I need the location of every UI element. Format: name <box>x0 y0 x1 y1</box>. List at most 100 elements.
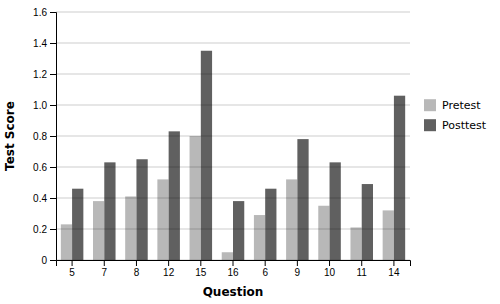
y-tick: 0.4 <box>33 193 56 204</box>
x-tick: 7 <box>101 260 107 278</box>
y-tick-mark <box>50 105 56 106</box>
x-tick: 11 <box>357 260 368 278</box>
bar <box>169 131 180 260</box>
x-tick: 5 <box>69 260 75 278</box>
x-tick-mark <box>168 260 169 266</box>
y-tick-mark <box>50 229 56 230</box>
bar <box>383 210 394 260</box>
x-tick: 12 <box>163 260 175 278</box>
x-tick-label: 16 <box>227 267 239 278</box>
x-tick: 16 <box>227 260 239 278</box>
x-tick: 10 <box>324 260 336 278</box>
bar <box>222 252 233 260</box>
y-tick-label: 0.8 <box>33 131 47 142</box>
bar <box>350 227 361 260</box>
grid-line <box>56 105 410 106</box>
y-tick-label: 1.2 <box>33 69 47 80</box>
legend: Pretest Posttest <box>424 99 487 132</box>
y-tick: 1.4 <box>33 38 56 49</box>
y-tick-mark <box>50 43 56 44</box>
bar <box>93 201 104 260</box>
x-tick-mark <box>233 260 234 266</box>
y-tick: 1.0 <box>33 100 56 111</box>
grid <box>56 12 410 260</box>
bar <box>233 201 244 260</box>
x-tick-mark <box>265 260 266 266</box>
x-tick: 15 <box>195 260 207 278</box>
y-tick-label: 0 <box>41 255 47 266</box>
x-tick-label: 6 <box>262 267 268 278</box>
x-tick-label: 7 <box>101 267 107 278</box>
x-tick: 14 <box>388 260 400 278</box>
x-tick-mark <box>72 260 73 266</box>
legend-swatch <box>424 119 436 131</box>
y-tick: 0.6 <box>33 162 56 173</box>
legend-item: Posttest <box>424 119 487 132</box>
plot: 0 0.2 0.4 0.6 0.8 1.0 1.2 1.4 1.6 5 7 8 12 15 16 6 9 10 11… <box>3 7 411 299</box>
y-tick-mark <box>50 167 56 168</box>
bar <box>362 184 373 260</box>
bar <box>125 196 136 260</box>
x-tick-mark <box>297 260 298 266</box>
bar <box>265 189 276 260</box>
bar <box>286 179 297 260</box>
bar <box>394 96 405 260</box>
x-tick: 6 <box>262 260 268 278</box>
bar <box>318 206 329 260</box>
x-tick-label: 5 <box>69 267 75 278</box>
legend-label: Posttest <box>442 119 487 132</box>
x-tick: 8 <box>134 260 140 278</box>
x-tick-label: 12 <box>163 267 175 278</box>
x-axis-line <box>57 261 411 267</box>
x-tick-mark <box>393 260 394 266</box>
y-tick-mark <box>50 198 56 199</box>
bar <box>136 159 147 260</box>
y-tick: 1.2 <box>33 69 56 80</box>
y-tick-label: 0.6 <box>33 162 47 173</box>
grid-line <box>56 12 410 13</box>
x-axis: 5 7 8 12 15 16 6 9 10 11 14 <box>57 260 411 278</box>
y-tick-mark <box>50 260 56 261</box>
y-tick: 0.8 <box>33 131 56 142</box>
x-tick-mark <box>329 260 330 266</box>
y-tick-label: 0.2 <box>33 224 47 235</box>
x-tick: 9 <box>295 260 301 278</box>
bar <box>104 162 115 260</box>
grid-line <box>56 74 410 75</box>
y-axis: 0 0.2 0.4 0.6 0.8 1.0 1.2 1.4 1.6 <box>33 7 56 266</box>
y-tick-mark <box>50 12 56 13</box>
x-tick-label: 10 <box>324 267 336 278</box>
grid-line <box>56 167 410 168</box>
grid-line <box>56 43 410 44</box>
chart-container: 0 0.2 0.4 0.6 0.8 1.0 1.2 1.4 1.6 5 7 8 12 15 16 6 9 10 11… <box>0 0 500 304</box>
x-tick-mark <box>361 260 362 266</box>
y-tick: 1.6 <box>33 7 56 18</box>
x-tick-label: 15 <box>195 267 207 278</box>
grid-line <box>56 229 410 230</box>
grid-line <box>56 136 410 137</box>
y-axis-line <box>50 13 57 261</box>
x-tick-mark <box>136 260 137 266</box>
y-axis-title: Test Score <box>3 101 17 171</box>
y-tick-label: 1.6 <box>33 7 47 18</box>
y-tick-mark <box>50 74 56 75</box>
x-tick-label: 11 <box>357 267 368 278</box>
x-tick-mark <box>104 260 105 266</box>
legend-swatch <box>424 99 436 111</box>
legend-label: Pretest <box>442 99 481 112</box>
x-tick-label: 9 <box>295 267 301 278</box>
bar <box>254 215 265 260</box>
bar <box>157 179 168 260</box>
x-axis-title: Question <box>203 285 264 299</box>
bar <box>297 139 308 260</box>
y-tick-label: 1.4 <box>33 38 47 49</box>
x-tick-label: 14 <box>388 267 400 278</box>
bar <box>72 189 83 260</box>
bar <box>330 162 341 260</box>
grid-line <box>56 198 410 199</box>
y-tick-mark <box>50 136 56 137</box>
x-tick-label: 8 <box>134 267 140 278</box>
y-tick: 0.2 <box>33 224 56 235</box>
y-tick: 0 <box>41 255 56 266</box>
y-tick-label: 1.0 <box>33 100 47 111</box>
